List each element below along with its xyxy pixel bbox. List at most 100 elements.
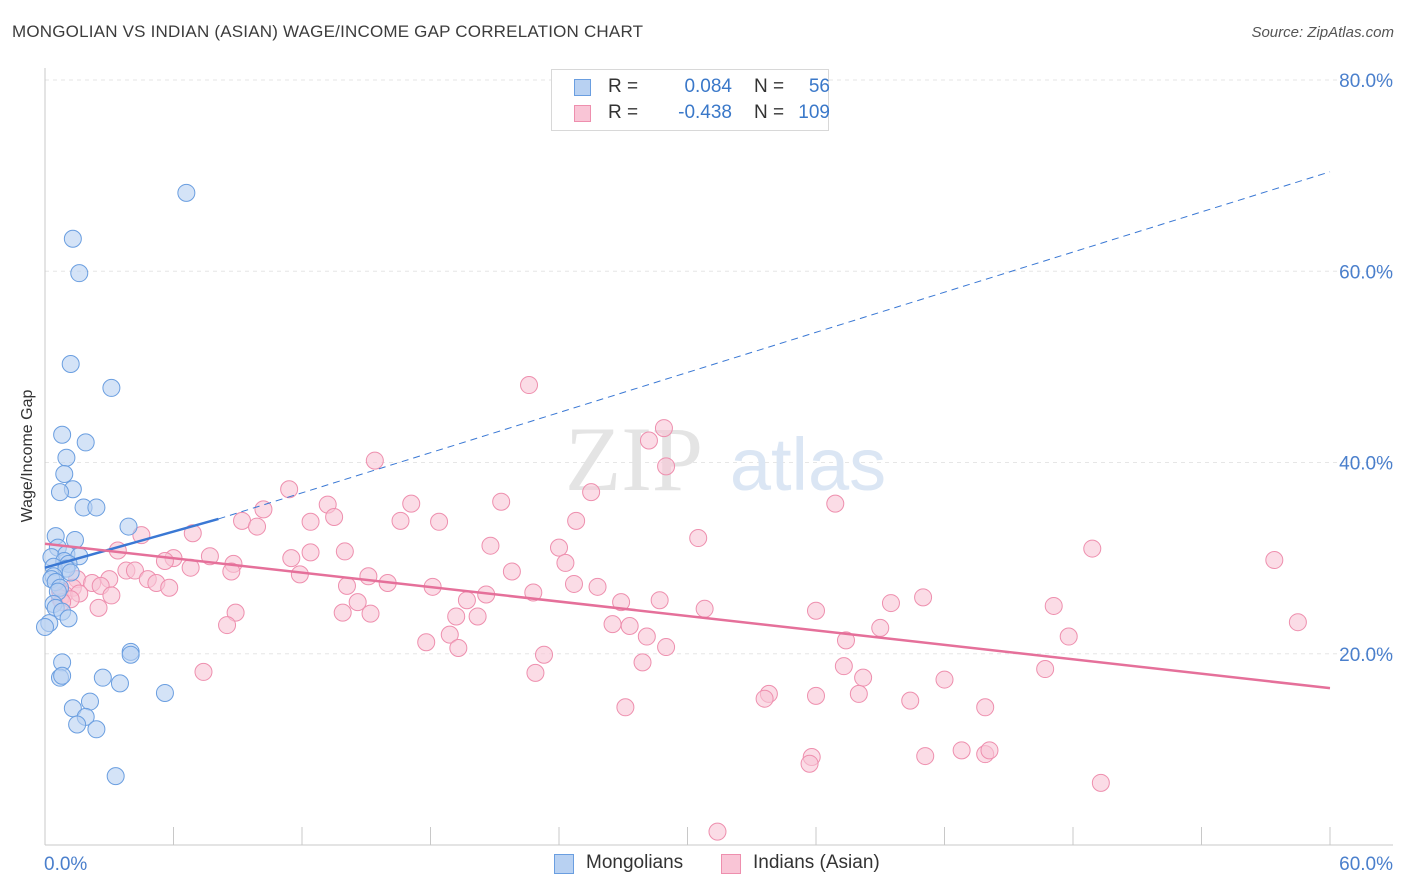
indian-point-10 (826, 494, 845, 513)
indian-point-95 (194, 662, 213, 681)
mongolian-point-6 (53, 425, 72, 444)
indian-point-91 (535, 645, 554, 664)
indian-point-85 (637, 627, 656, 646)
indian-point-18 (248, 517, 267, 536)
indian-point-86 (836, 631, 855, 650)
mongolian-point-42 (110, 674, 129, 693)
x-tick-label-1: 60.0% (1339, 854, 1393, 875)
indian-point-33 (556, 553, 575, 572)
indian-point-58 (160, 578, 179, 597)
mongolian-point-8 (55, 464, 74, 483)
legend-r-value: 0.084 (684, 76, 732, 97)
indian-point-88 (417, 633, 436, 652)
indian-point-3 (365, 451, 384, 470)
indian-point-65 (457, 591, 476, 610)
indian-point-98 (935, 670, 954, 689)
y-tick-label-2: 40.0% (1339, 454, 1393, 475)
indian-point-81 (871, 618, 890, 637)
legend-swatch-indians (574, 105, 591, 122)
mongolian-point-41 (93, 668, 112, 687)
legend-n-label: N = (754, 102, 785, 123)
indian-point-102 (849, 684, 868, 703)
indian-point-78 (468, 607, 487, 626)
mongolian-point-44 (80, 692, 99, 711)
mongolian-point-3 (61, 355, 80, 374)
mongolian-point-12 (87, 498, 106, 517)
indian-point-37 (125, 561, 144, 580)
bottom-legend-swatch-indians (721, 854, 741, 874)
legend-n-label: N = (754, 76, 785, 97)
indian-point-51 (564, 574, 583, 593)
tick-labels: 80.0% 60.0% 40.0% 20.0% 0.0% 60.0% (44, 71, 1393, 875)
mongolian-point-40 (53, 666, 72, 685)
mongolian-trend-extension (218, 171, 1331, 520)
indian-point-68 (914, 588, 933, 607)
indian-point-112 (1091, 773, 1110, 792)
legend-swatch-mongolians (574, 79, 591, 96)
indian-point-83 (218, 616, 237, 635)
data-points (36, 183, 1307, 841)
indian-point-104 (616, 698, 635, 717)
indian-point-24 (1083, 539, 1102, 558)
chart-title: MONGOLIAN VS INDIAN (ASIAN) WAGE/INCOME … (12, 22, 644, 41)
indian-point-106 (916, 747, 935, 766)
indian-point-38 (290, 565, 309, 584)
indian-point-31 (155, 551, 174, 570)
mongolian-trend-line (44, 517, 219, 569)
indian-point-0 (520, 376, 539, 395)
indian-point-69 (1044, 596, 1063, 615)
indian-point-17 (567, 511, 586, 530)
indian-point-49 (337, 576, 356, 595)
indian-point-12 (325, 508, 344, 527)
mongolian-point-35 (36, 617, 54, 636)
indian-point-109 (980, 741, 999, 760)
indian-point-113 (708, 822, 727, 841)
indian-point-100 (755, 689, 774, 708)
indian-point-74 (695, 599, 714, 618)
bottom-legend-label: Mongolians (586, 852, 684, 873)
indian-point-1 (654, 419, 673, 438)
mongolian-point-2 (70, 264, 89, 283)
indian-point-11 (254, 500, 273, 519)
mongolian-point-33 (59, 609, 78, 628)
mongolian-point-49 (106, 767, 125, 786)
indian-point-30 (282, 549, 301, 568)
indian-point-4 (657, 457, 676, 476)
mongolian-point-47 (68, 715, 87, 734)
mongolian-point-0 (177, 183, 196, 202)
indian-point-14 (301, 512, 320, 531)
indian-point-62 (524, 583, 543, 602)
indian-point-22 (481, 536, 500, 555)
indian-point-93 (834, 657, 853, 676)
indian-point-79 (603, 615, 622, 634)
legend-r-label: R = (608, 76, 639, 97)
watermark: ZIP atlas (565, 408, 886, 510)
indian-point-8 (492, 492, 511, 511)
indian-point-82 (1288, 613, 1307, 632)
indian-point-105 (976, 698, 995, 717)
legend-r-label: R = (608, 102, 639, 123)
indian-trend-line (44, 542, 1331, 690)
indian-point-80 (620, 617, 639, 636)
indian-point-76 (361, 604, 380, 623)
indian-point-87 (1059, 627, 1078, 646)
mongolian-point-10 (50, 483, 69, 502)
indian-point-66 (650, 591, 669, 610)
indian-point-40 (502, 562, 521, 581)
mongolian-point-48 (87, 720, 106, 739)
indian-point-70 (348, 593, 367, 612)
indian-point-39 (222, 562, 241, 581)
y-tick-label-0: 80.0% (1339, 71, 1393, 92)
indian-point-103 (901, 691, 920, 710)
indian-point-16 (430, 512, 449, 531)
mongolian-point-43 (155, 683, 174, 702)
indian-point-75 (807, 601, 825, 620)
indian-point-67 (881, 594, 900, 613)
mongolian-point-7 (57, 448, 76, 467)
indian-point-101 (807, 686, 825, 705)
indian-point-19 (183, 524, 202, 543)
indian-point-13 (233, 511, 252, 530)
indian-point-111 (800, 754, 819, 773)
y-tick-label-3: 20.0% (1339, 645, 1393, 666)
